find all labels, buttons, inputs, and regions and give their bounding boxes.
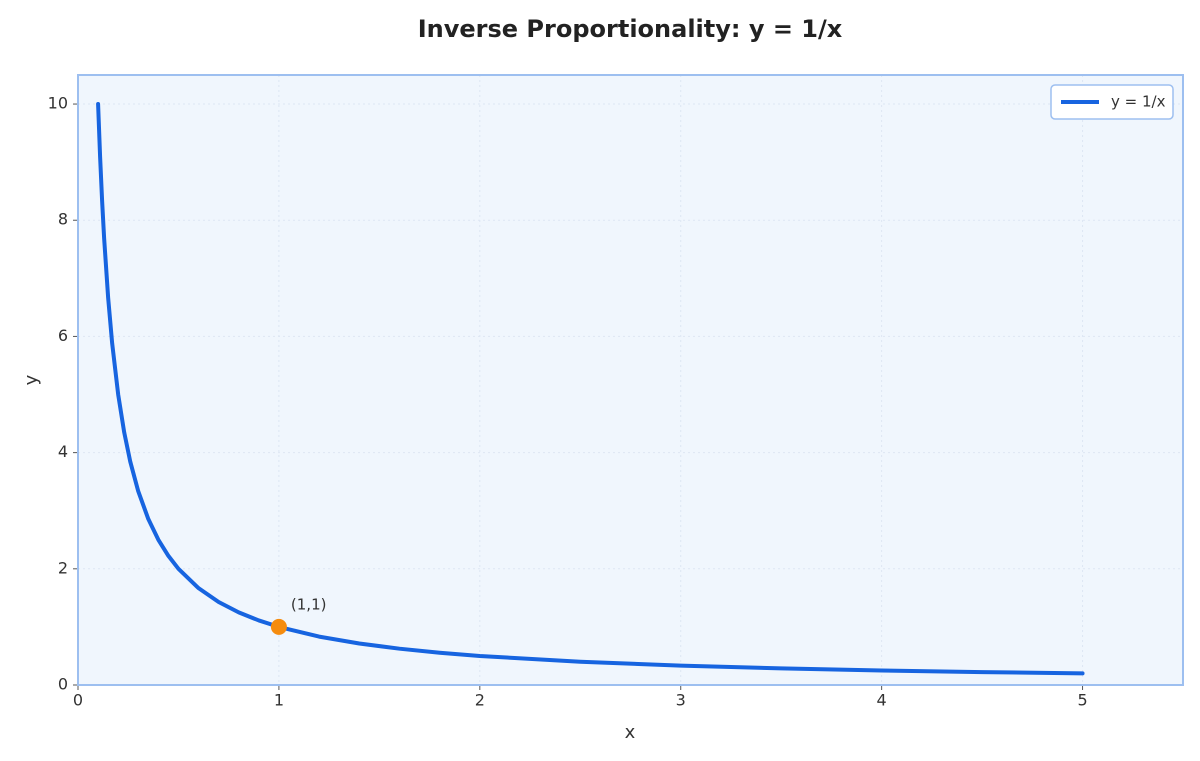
y-tick-label: 8 bbox=[58, 210, 68, 229]
annotation: (1,1) bbox=[291, 595, 327, 613]
legend-box bbox=[1050, 84, 1174, 120]
x-tick-label: 1 bbox=[274, 691, 284, 710]
x-tick-label: 4 bbox=[877, 691, 887, 710]
y-axis-label: y bbox=[21, 374, 42, 385]
legend: y = 1/x bbox=[1050, 84, 1174, 120]
plot-border bbox=[77, 74, 1184, 686]
legend-label: y = 1/x bbox=[1111, 93, 1166, 111]
y-tick-label: 6 bbox=[58, 326, 68, 345]
x-tick-label: 5 bbox=[1077, 691, 1087, 710]
plot-area bbox=[78, 75, 1183, 685]
line-series bbox=[96, 102, 1085, 676]
x-axis-label: x bbox=[625, 722, 636, 743]
x-tick-label: 2 bbox=[475, 691, 485, 710]
x-tick-label: 0 bbox=[73, 691, 83, 710]
y-tick-label: 10 bbox=[48, 94, 68, 113]
highlight-point bbox=[270, 618, 287, 635]
y-tick-label: 4 bbox=[58, 442, 68, 461]
y-tick-label: 2 bbox=[58, 558, 68, 577]
y-tick-label: 0 bbox=[58, 675, 68, 694]
x-tick-label: 3 bbox=[676, 691, 686, 710]
chart-title: Inverse Proportionality: y = 1/x bbox=[418, 15, 843, 43]
